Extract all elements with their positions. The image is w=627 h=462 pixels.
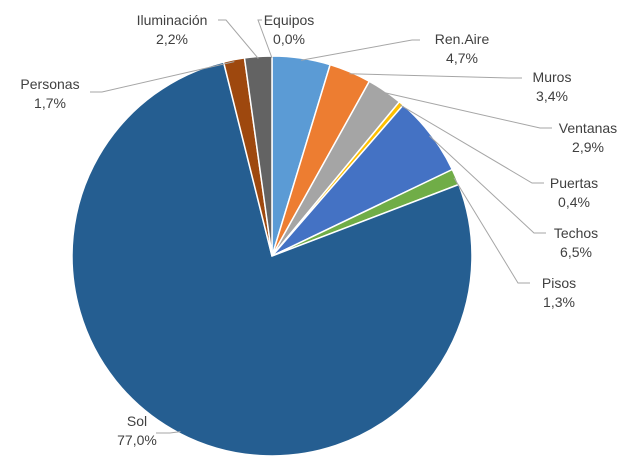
slice-label-percent: 6,5% — [560, 244, 592, 260]
slice-labels: Ren.Aire 4,7% Muros 3,4% Ventanas 2,9% Puertas… — [20, 12, 617, 448]
slice-label-percent: 0,4% — [558, 194, 590, 210]
pie-slice-sol — [71, 61, 473, 457]
slice-label-name: Iluminación — [137, 12, 208, 28]
slice-label-name: Equipos — [264, 12, 315, 28]
slice-label-percent: 77,0% — [117, 432, 157, 448]
slice-label-percent: 1,3% — [543, 294, 575, 310]
slice-label-name: Sol — [127, 413, 147, 429]
leader-line-muros — [349, 73, 522, 79]
leader-line-iluminacion — [218, 19, 259, 59]
slice-label-name: Ren.Aire — [435, 31, 490, 47]
slice-label-percent: 3,4% — [536, 88, 568, 104]
slice-label-percent: 0,0% — [273, 31, 305, 47]
slice-label-percent: 2,9% — [572, 139, 604, 155]
slice-label-puertas: Puertas 0,4% — [550, 175, 598, 210]
slice-label-muros: Muros 3,4% — [533, 69, 572, 104]
slice-label-personas: Personas 1,7% — [20, 76, 79, 111]
slice-label-name: Puertas — [550, 175, 598, 191]
slice-label-name: Ventanas — [559, 120, 617, 136]
slice-label-name: Muros — [533, 69, 572, 85]
leader-line-personas — [90, 61, 235, 93]
slice-label-pisos: Pisos 1,3% — [542, 275, 576, 310]
slice-label-percent: 2,2% — [156, 31, 188, 47]
slice-label-percent: 1,7% — [34, 95, 66, 111]
slice-label-name: Techos — [554, 225, 598, 241]
slice-label-sol: Sol 77,0% — [117, 413, 157, 448]
slice-label-name: Pisos — [542, 275, 576, 291]
leader-lines — [90, 19, 552, 434]
slice-label-iluminacion: Iluminación 2,2% — [137, 12, 208, 47]
leader-line-ren-aire — [301, 39, 420, 61]
slice-label-techos: Techos 6,5% — [554, 225, 598, 260]
slice-label-ventanas: Ventanas 2,9% — [559, 120, 617, 155]
slice-label-percent: 4,7% — [446, 50, 478, 66]
leader-line-ventanas — [383, 92, 552, 129]
slice-label-name: Personas — [20, 76, 79, 92]
leader-line-pisos — [453, 177, 530, 284]
leader-line-techos — [429, 135, 546, 234]
leader-line-puertas — [399, 104, 544, 184]
leader-line-equipos — [257, 19, 273, 59]
leader-line-sol — [156, 431, 181, 434]
pie-slices — [71, 55, 473, 457]
slice-label-ren-aire: Ren.Aire 4,7% — [435, 31, 490, 66]
slice-label-equipos: Equipos 0,0% — [264, 12, 315, 47]
pie-slice-iluminacion — [243, 55, 273, 257]
